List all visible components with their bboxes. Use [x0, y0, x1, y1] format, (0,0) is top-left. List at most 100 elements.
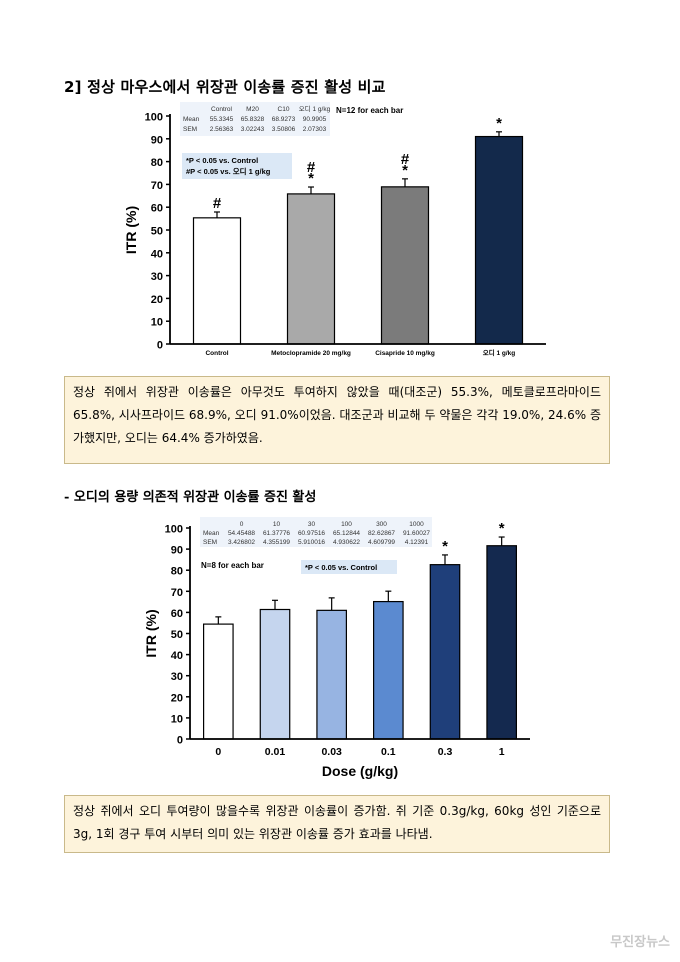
chart2-table-cell: 1000	[409, 521, 424, 528]
section1-heading: 2] 정상 마우스에서 위장관 이송률 증진 활성 비교	[64, 78, 386, 96]
chart2-category-label: 1	[499, 746, 505, 758]
chart2-bar-4	[429, 564, 461, 740]
chart1-significance-mark: #	[307, 159, 316, 176]
chart2-table-cell: 4.930622	[333, 539, 360, 546]
section2-heading: - 오디의 용량 의존적 위장관 이송률 증진 활성	[64, 490, 317, 505]
chart1-significance-mark: #	[401, 151, 410, 168]
chart1-table-cell: 2.07303	[303, 126, 327, 133]
chart2-y-tick-label: 70	[171, 587, 183, 599]
chart1-bar-0	[192, 217, 242, 345]
chart2-table-cell: 54.45488	[228, 530, 255, 537]
chart2-bar-2	[316, 609, 348, 740]
chart1-y-tick-label: 40	[151, 248, 163, 260]
chart2-y-tick-label: 20	[171, 692, 183, 704]
chart1-significance-mark: *	[402, 162, 408, 179]
chart1-itr-comparison: ITR (%)0102030405060708090100#Control*#M…	[123, 102, 546, 357]
chart2-table-cell: 4.12391	[405, 539, 429, 546]
chart1-table-cell: 65.8328	[241, 116, 265, 123]
chart2-y-tick-label: 0	[177, 735, 183, 747]
chart1-table-cell: 90.9905	[303, 116, 327, 123]
chart2-table-cell: 10	[273, 521, 281, 528]
chart1-bar-3	[474, 135, 524, 345]
chart2-table-cell: 91.60027	[403, 530, 430, 537]
section1-summary: 정상 쥐에서 위장관 이송률은 아무것도 투여하지 않았을 때(대조군) 55.…	[64, 376, 610, 464]
chart1-legend-entry: #P < 0.05 vs. 오디 1 g/kg	[186, 166, 271, 176]
chart1-table-cell: C10	[278, 106, 290, 113]
chart1-y-tick-label: 60	[151, 203, 163, 215]
chart2-table-cell: 3.426802	[228, 539, 255, 546]
chart2-table-cell: 0	[240, 521, 244, 528]
chart1-significance-mark: *	[308, 170, 314, 187]
chart1-y-tick-label: 0	[157, 340, 163, 352]
chart1-table-cell: 55.3345	[210, 116, 234, 123]
chart2-category-label: 0	[215, 746, 221, 758]
chart2-y-tick-label: 30	[171, 671, 183, 683]
chart2-category-label: 0.1	[381, 746, 396, 758]
chart2-bar-5	[486, 545, 517, 740]
chart1-data-table-bg	[180, 102, 330, 136]
chart1-table-cell: 68.9273	[272, 116, 296, 123]
chart2-significance-mark: *	[442, 538, 448, 555]
section2-summary: 정상 쥐에서 오디 투여량이 많을수록 위장관 이송률이 증가함. 쥐 기준 0…	[64, 795, 610, 853]
chart2-y-tick-label: 50	[171, 629, 183, 641]
chart2-x-axis-label: Dose (g/kg)	[322, 763, 398, 779]
chart2-category-label: 0.3	[438, 746, 453, 758]
chart2-table-cell: 65.12844	[333, 530, 360, 537]
chart1-table-cell: SEM	[183, 126, 197, 133]
chart2-table-cell: 30	[308, 521, 316, 528]
chart1-y-tick-label: 10	[151, 317, 163, 329]
chart1-table-cell: M20	[246, 106, 259, 113]
chart2-table-cell: 4.355199	[263, 539, 290, 546]
chart2-bar-3	[373, 600, 404, 740]
chart1-y-tick-label: 100	[145, 112, 163, 124]
chart2-table-cell: 60.97516	[298, 530, 325, 537]
chart2-y-tick-label: 60	[171, 608, 183, 620]
chart1-table-cell: 3.02243	[241, 126, 265, 133]
chart1-y-tick-label: 20	[151, 294, 163, 306]
chart1-legend-box	[182, 153, 292, 179]
chart1-bar-2	[380, 186, 430, 345]
chart2-table-cell: 82.62867	[368, 530, 395, 537]
chart1-category-label: Cisapride 10 mg/kg	[375, 350, 435, 357]
chart1-category-label: 오디 1 g/kg	[483, 348, 516, 357]
chart2-category-label: 0.01	[265, 746, 286, 758]
chart2-table-cell: SEM	[203, 539, 217, 546]
chart1-y-axis-label: ITR (%)	[123, 206, 139, 254]
chart2-table-cell: 4.609799	[368, 539, 395, 546]
chart2-significance-mark: *	[499, 520, 505, 537]
chart1-y-tick-label: 70	[151, 180, 163, 192]
chart2-y-tick-label: 80	[171, 566, 183, 578]
chart2-table-cell: 61.37776	[263, 530, 290, 537]
chart1-y-tick-label: 30	[151, 271, 163, 283]
chart2-category-label: 0.03	[321, 746, 342, 758]
chart2-bar-0	[202, 623, 234, 740]
chart1-table-cell: Mean	[183, 116, 200, 123]
chart2-y-tick-label: 10	[171, 713, 183, 725]
chart1-y-tick-label: 90	[151, 134, 163, 146]
chart1-table-cell: 3.50806	[272, 126, 296, 133]
chart2-y-tick-label: 100	[165, 524, 183, 536]
chart1-table-cell: 오디 1 g/kg	[299, 104, 331, 113]
chart1-category-label: Control	[205, 350, 228, 357]
chart2-data-table-bg	[200, 517, 432, 547]
chart1-table-cell: 2.56363	[210, 126, 234, 133]
chart1-category-label: Metoclopramide 20 mg/kg	[271, 350, 351, 357]
chart1-significance-mark: #	[213, 195, 222, 212]
watermark: 무진장뉴스	[610, 935, 670, 950]
chart1-y-tick-label: 50	[151, 226, 163, 238]
chart2-table-cell: 100	[341, 521, 352, 528]
chart1-legend-entry: *P < 0.05 vs. Control	[186, 156, 258, 165]
chart2-y-tick-label: 40	[171, 650, 183, 662]
chart2-table-cell: Mean	[203, 530, 220, 537]
chart1-significance-mark: *	[496, 115, 502, 132]
chart2-table-cell: 300	[376, 521, 387, 528]
chart1-y-tick-label: 80	[151, 157, 163, 169]
chart1-n-note: N=12 for each bar	[336, 106, 403, 115]
chart1-bar-1	[286, 193, 336, 345]
chart2-y-axis-label: ITR (%)	[143, 609, 159, 657]
chart2-n-note: N=8 for each bar	[201, 561, 264, 570]
chart2-y-tick-label: 90	[171, 545, 183, 557]
chart2-legend-box	[301, 560, 397, 574]
chart2-legend-entry: *P < 0.05 vs. Control	[305, 563, 377, 572]
